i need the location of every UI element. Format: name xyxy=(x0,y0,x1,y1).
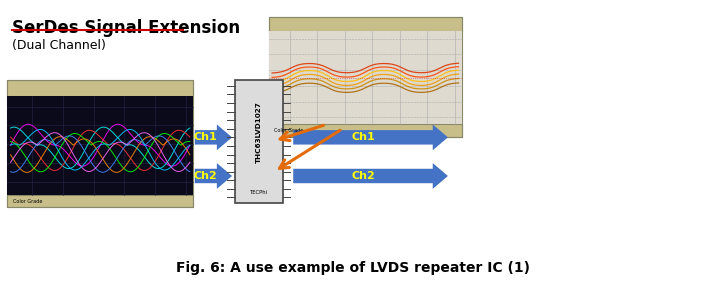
Text: SerDes Signal Extension: SerDes Signal Extension xyxy=(12,19,240,37)
Polygon shape xyxy=(195,163,232,189)
FancyBboxPatch shape xyxy=(268,125,462,137)
Polygon shape xyxy=(293,163,448,189)
Text: Ch1: Ch1 xyxy=(351,132,375,142)
FancyBboxPatch shape xyxy=(7,194,193,208)
Polygon shape xyxy=(195,125,232,150)
Polygon shape xyxy=(293,125,448,150)
FancyBboxPatch shape xyxy=(268,17,462,32)
Text: THC63LVD1027: THC63LVD1027 xyxy=(256,101,262,163)
Text: TECPhi: TECPhi xyxy=(250,190,268,195)
Text: Ch1: Ch1 xyxy=(194,132,217,142)
Text: Ch2: Ch2 xyxy=(194,171,217,181)
Text: Fig. 6: A use example of LVDS repeater IC (1): Fig. 6: A use example of LVDS repeater I… xyxy=(176,261,530,275)
Text: Color Grade: Color Grade xyxy=(13,199,42,203)
FancyBboxPatch shape xyxy=(268,32,462,125)
Text: Color Grade: Color Grade xyxy=(274,128,304,134)
Text: Ch2: Ch2 xyxy=(351,171,375,181)
Text: (Dual Channel): (Dual Channel) xyxy=(12,39,106,52)
FancyBboxPatch shape xyxy=(7,80,193,96)
FancyBboxPatch shape xyxy=(235,80,282,203)
FancyBboxPatch shape xyxy=(7,96,193,194)
